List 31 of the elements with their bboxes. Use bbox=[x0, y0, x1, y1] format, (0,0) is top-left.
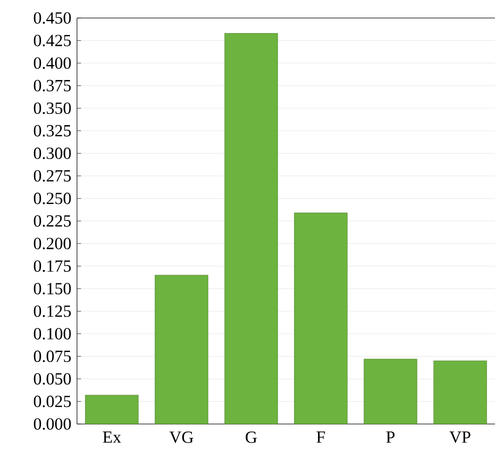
bar bbox=[294, 212, 348, 424]
y-tick-label: 0.175 bbox=[34, 260, 71, 272]
y-tick-label: 0.400 bbox=[34, 57, 71, 69]
x-tick-label: P bbox=[386, 432, 395, 443]
y-tick-label: 0.075 bbox=[34, 350, 71, 362]
y-tick-label: 0.000 bbox=[34, 418, 71, 430]
y-tick-label: 0.125 bbox=[34, 305, 71, 317]
bar bbox=[224, 33, 278, 424]
y-tick-label: 0.325 bbox=[34, 125, 71, 137]
y-tick-label: 0.100 bbox=[34, 328, 71, 340]
bar bbox=[154, 274, 208, 424]
x-tick-label: VP bbox=[449, 432, 470, 443]
bar bbox=[433, 360, 487, 424]
y-tick-label: 0.225 bbox=[34, 215, 71, 227]
x-tick-label: G bbox=[246, 432, 257, 443]
x-tick-label: F bbox=[316, 432, 325, 443]
y-tick-label: 0.150 bbox=[34, 282, 71, 294]
y-tick-label: 0.050 bbox=[34, 373, 71, 385]
bar bbox=[85, 394, 139, 424]
y-tick-label: 0.200 bbox=[34, 238, 71, 250]
y-tick-label: 0.025 bbox=[34, 396, 71, 408]
y-tick-label: 0.275 bbox=[34, 170, 71, 182]
y-tick-label: 0.375 bbox=[34, 80, 71, 92]
x-tick-label: Ex bbox=[102, 432, 122, 443]
bar bbox=[364, 358, 418, 424]
y-tick-label: 0.450 bbox=[34, 12, 71, 24]
y-tick-label: 0.350 bbox=[34, 102, 71, 114]
y-tick-label: 0.425 bbox=[34, 34, 71, 46]
y-tick-label: 0.300 bbox=[34, 148, 71, 160]
y-tick-label: 0.250 bbox=[34, 192, 71, 204]
x-tick-label: VG bbox=[169, 432, 194, 444]
